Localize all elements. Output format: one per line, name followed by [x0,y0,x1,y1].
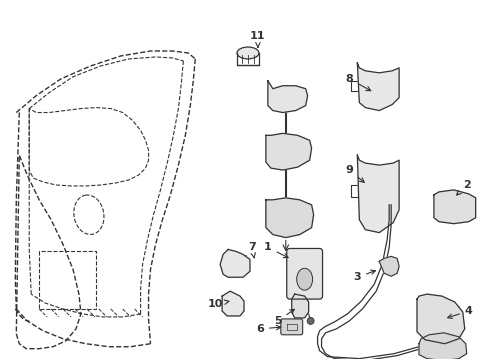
Polygon shape [220,249,249,277]
Ellipse shape [296,268,312,290]
FancyBboxPatch shape [286,248,322,299]
Polygon shape [291,294,308,318]
Text: 1: 1 [264,243,287,258]
Text: 2: 2 [456,180,469,195]
Circle shape [306,318,313,324]
FancyBboxPatch shape [280,319,302,335]
Text: 10: 10 [207,299,228,309]
Polygon shape [357,63,398,111]
Text: 5: 5 [273,309,294,326]
Ellipse shape [237,47,258,59]
Polygon shape [379,256,398,276]
Polygon shape [265,198,313,238]
Text: 3: 3 [353,270,375,282]
Polygon shape [418,333,466,360]
Polygon shape [433,190,475,224]
Text: 6: 6 [255,324,280,334]
Text: 11: 11 [250,31,265,47]
Polygon shape [267,81,307,113]
Text: 7: 7 [247,243,255,258]
Polygon shape [265,133,311,170]
Polygon shape [222,291,244,316]
Text: 8: 8 [345,74,370,91]
Polygon shape [416,294,464,344]
Text: 9: 9 [345,165,364,183]
Polygon shape [357,155,398,233]
Text: 4: 4 [447,306,472,319]
